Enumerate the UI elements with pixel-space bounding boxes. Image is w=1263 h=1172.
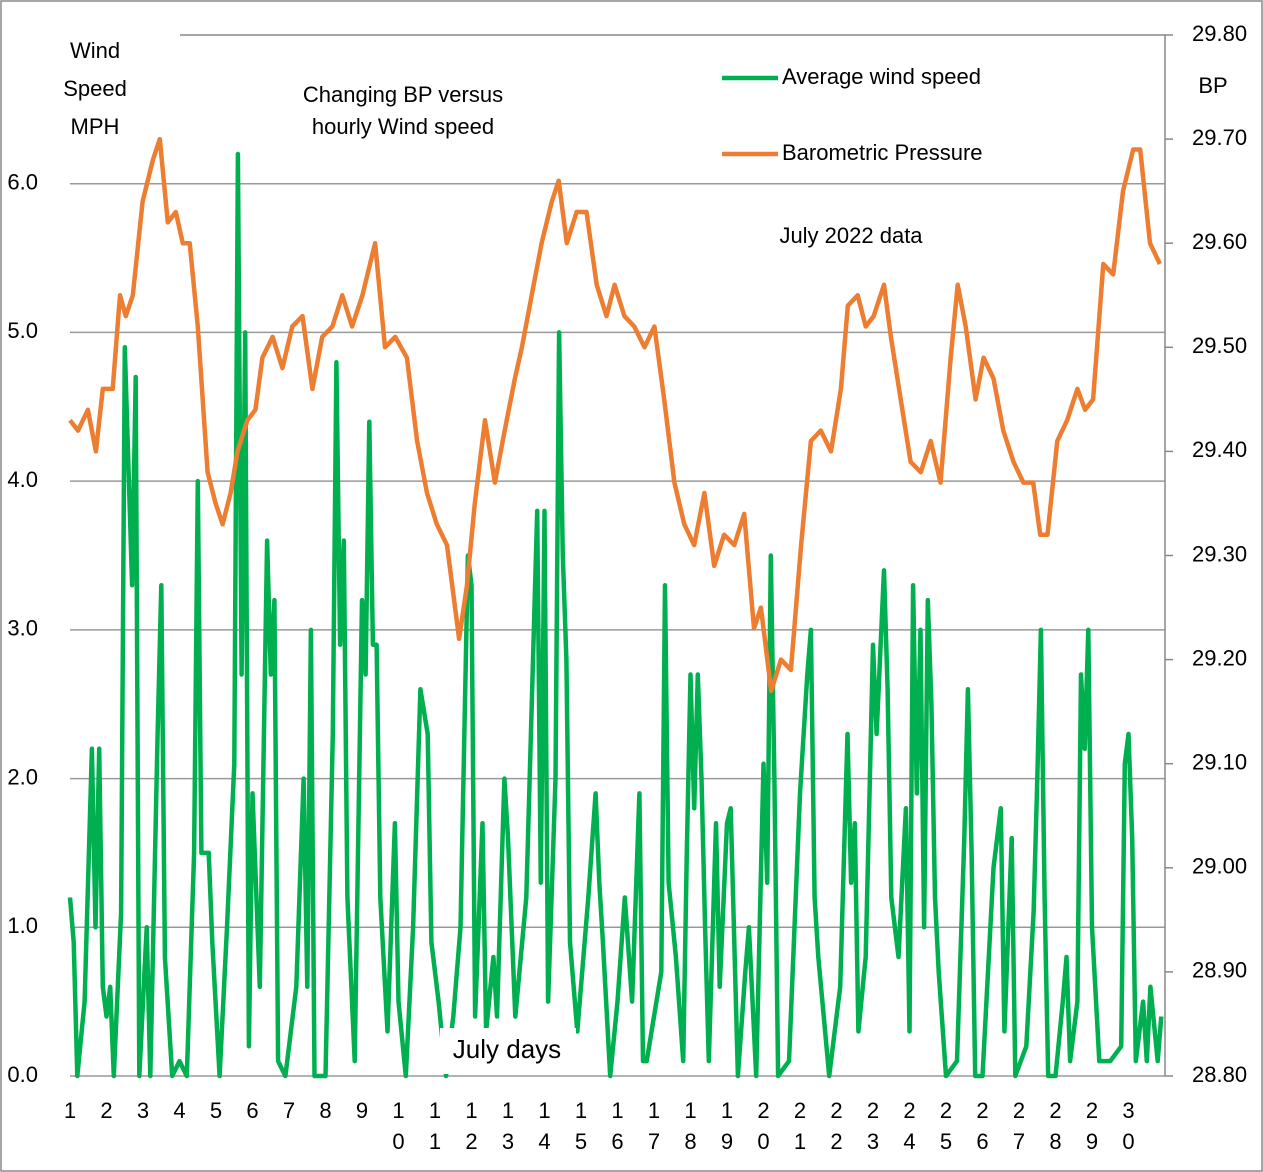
- chart-title: hourly Wind speed: [312, 114, 494, 139]
- y2-tick-label: 28.80: [1192, 1062, 1247, 1087]
- series-line: [68, 136, 1162, 694]
- y2-tick-label: 28.90: [1192, 958, 1247, 983]
- series-layer: [67, 136, 1164, 1079]
- y-tick-label: 5.0: [7, 318, 38, 343]
- y2-tick-label: 29.40: [1192, 437, 1247, 462]
- x-tick-label: 1: [64, 1098, 76, 1123]
- x-tick-label: 4: [173, 1098, 185, 1123]
- x-tick-label: 2: [100, 1098, 112, 1123]
- x-tick-label: 6: [246, 1098, 258, 1123]
- y2-tick-label: 29.60: [1192, 229, 1247, 254]
- y2-tick-label: 29.80: [1192, 21, 1247, 46]
- annotation: July 2022 data: [779, 223, 923, 248]
- x-tick-label: 5: [210, 1098, 222, 1123]
- y2-axis-label: BP: [1198, 73, 1227, 98]
- y2-tick-label: 29.70: [1192, 125, 1247, 150]
- y-tick-label: 3.0: [7, 616, 38, 641]
- y-tick-label: 6.0: [7, 170, 38, 195]
- y-tick-label: 4.0: [7, 467, 38, 492]
- x-axis-label: July days: [453, 1034, 561, 1064]
- y2-tick-label: 29.30: [1192, 541, 1247, 566]
- x-tick-label: 8: [319, 1098, 331, 1123]
- chart-title: Changing BP versus: [303, 82, 503, 107]
- y-tick-label: 2.0: [7, 764, 38, 789]
- y2-tick-label: 29.50: [1192, 333, 1247, 358]
- x-tick-label: 9: [356, 1098, 368, 1123]
- legend-label: Barometric Pressure: [782, 140, 983, 165]
- x-label-box: [440, 1028, 576, 1074]
- y-tick-label: 0.0: [7, 1062, 38, 1087]
- y2-tick-label: 29.20: [1192, 645, 1247, 670]
- x-tick-label: 7: [283, 1098, 295, 1123]
- series-line: [67, 151, 1164, 1079]
- y-axis-label: Speed: [63, 76, 127, 101]
- y2-tick-label: 29.00: [1192, 854, 1247, 879]
- y2-tick-label: 29.10: [1192, 750, 1247, 775]
- x-tick-label: 3: [137, 1098, 149, 1123]
- y-axis-label: Wind: [70, 38, 120, 63]
- legend-label: Average wind speed: [782, 64, 981, 89]
- label-layer: Wind Speed MPH Changing BP versus hourly…: [7, 21, 1247, 1154]
- y-axis-label: MPH: [71, 114, 120, 139]
- y-tick-label: 1.0: [7, 913, 38, 938]
